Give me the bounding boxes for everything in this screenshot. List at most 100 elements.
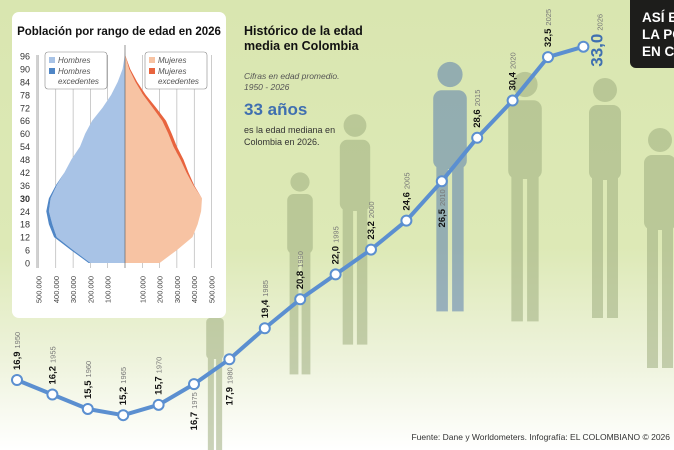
year-label: 1965 [119,367,128,384]
person-leg [607,178,618,318]
data-point-1980 [223,353,236,366]
year-label: 2010 [438,189,447,206]
line-chart-subtitle: Cifras en edad promedio. 1950 - 2026 [244,71,340,92]
data-label-2026: 33,0 2026 [587,14,606,67]
person-body [433,90,467,169]
data-label-2000: 23,2 2000 [366,201,377,239]
person-leg [662,228,673,368]
person-leg [436,166,448,312]
person-body [206,317,224,359]
highlight-description: es la edad mediana en Colombia en 2026. [244,125,336,147]
year-label: 2005 [402,172,411,189]
year-label: 1975 [190,392,199,409]
corner-title-line: ASÍ E [642,10,674,25]
year-label: 1950 [13,332,22,349]
data-point-2025 [542,51,554,64]
data-point-1990 [294,293,307,306]
value-label: 33,0 [587,34,606,67]
data-point-1955 [46,388,59,401]
person-leg [207,357,214,450]
data-label-2015: 28,6 2015 [472,90,483,128]
data-label-1965: 15,2 1965 [118,367,129,405]
value-label: 22,0 [331,246,342,265]
data-point-2005 [400,214,413,227]
data-label-1950: 16,9 1950 [12,332,23,370]
data-point-1995 [329,268,342,281]
data-point-1965 [117,409,130,422]
value-label: 15,7 [154,376,165,395]
person-body [287,194,313,254]
year-label: 1995 [332,226,341,243]
year-label: 1955 [48,346,57,363]
value-label: 16,7 [189,412,200,431]
data-point-2000 [365,243,377,256]
data-point-1985 [258,322,271,335]
corner-title-line: LA PO [642,27,674,42]
data-label-1975: 16,7 1975 [189,392,200,430]
source-credit: Fuente: Dane y Worldometers. Infografía:… [411,432,670,442]
data-label-2005: 24,6 2005 [401,172,412,210]
value-label: 32,5 [543,28,554,47]
value-label: 16,2 [47,366,58,385]
person-body [339,139,371,211]
value-label: 15,5 [83,380,94,399]
person-leg [452,166,464,312]
year-label: 1980 [225,367,234,384]
data-label-1985: 19,4 1985 [260,280,271,318]
person-leg [342,209,354,345]
year-label: 2026 [595,14,604,31]
data-point-1960 [81,402,94,415]
value-label: 30,4 [508,71,519,90]
person-leg [511,176,523,322]
value-label: 20,8 [295,271,306,290]
year-label: 2015 [473,90,482,107]
person-head [593,78,617,102]
person-head [437,61,463,88]
person-body [644,155,674,230]
person-head [208,302,222,317]
person-leg [592,178,603,318]
year-label: 2020 [509,52,518,69]
data-point-1950 [11,374,23,386]
person-head [343,114,367,137]
data-label-2025: 32,5 2025 [543,9,554,47]
data-point-2020 [506,94,519,107]
value-label: 26,5 [437,208,448,227]
year-label: 2000 [367,201,376,218]
person-body [508,100,542,179]
person-head [648,128,672,152]
data-label-1970: 15,7 1970 [154,357,165,395]
person-leg [216,357,223,450]
data-label-2010: 26,5 2010 [437,189,448,227]
people-illustration [206,61,674,450]
year-label: 1990 [296,251,305,268]
line-chart-title: Histórico de la edad media en Colombia [244,24,363,53]
value-label: 16,9 [12,352,23,371]
data-point-2010 [435,175,448,188]
person-head [290,172,310,192]
corner-title-line: EN C [642,44,674,59]
value-label: 15,2 [118,387,129,406]
person-leg [301,252,311,375]
person-leg [356,209,368,345]
value-label: 24,6 [401,192,412,211]
data-point-2026 [577,40,590,53]
data-label-1980: 17,9 1980 [224,367,235,405]
year-label: 1985 [261,280,270,297]
value-label: 19,4 [260,299,271,318]
data-label-2020: 30,4 2020 [508,52,519,90]
value-label: 17,9 [224,387,235,406]
person-leg [647,228,658,368]
data-point-1970 [152,398,165,411]
year-label: 1970 [155,357,164,374]
corner-title-box: ASÍ E LA PO EN C [630,0,674,68]
data-label-1995: 22,0 1995 [331,226,342,264]
data-label-1990: 20,8 1990 [295,251,306,289]
data-point-2015 [471,131,484,144]
value-label: 23,2 [366,221,377,240]
person-body [589,105,621,180]
year-label: 2025 [544,9,553,26]
median-age-line-chart: 16,9 1950 16,2 1955 15,5 1960 15,2 1965 15,7 1970… [11,9,606,430]
person-leg [527,176,539,322]
